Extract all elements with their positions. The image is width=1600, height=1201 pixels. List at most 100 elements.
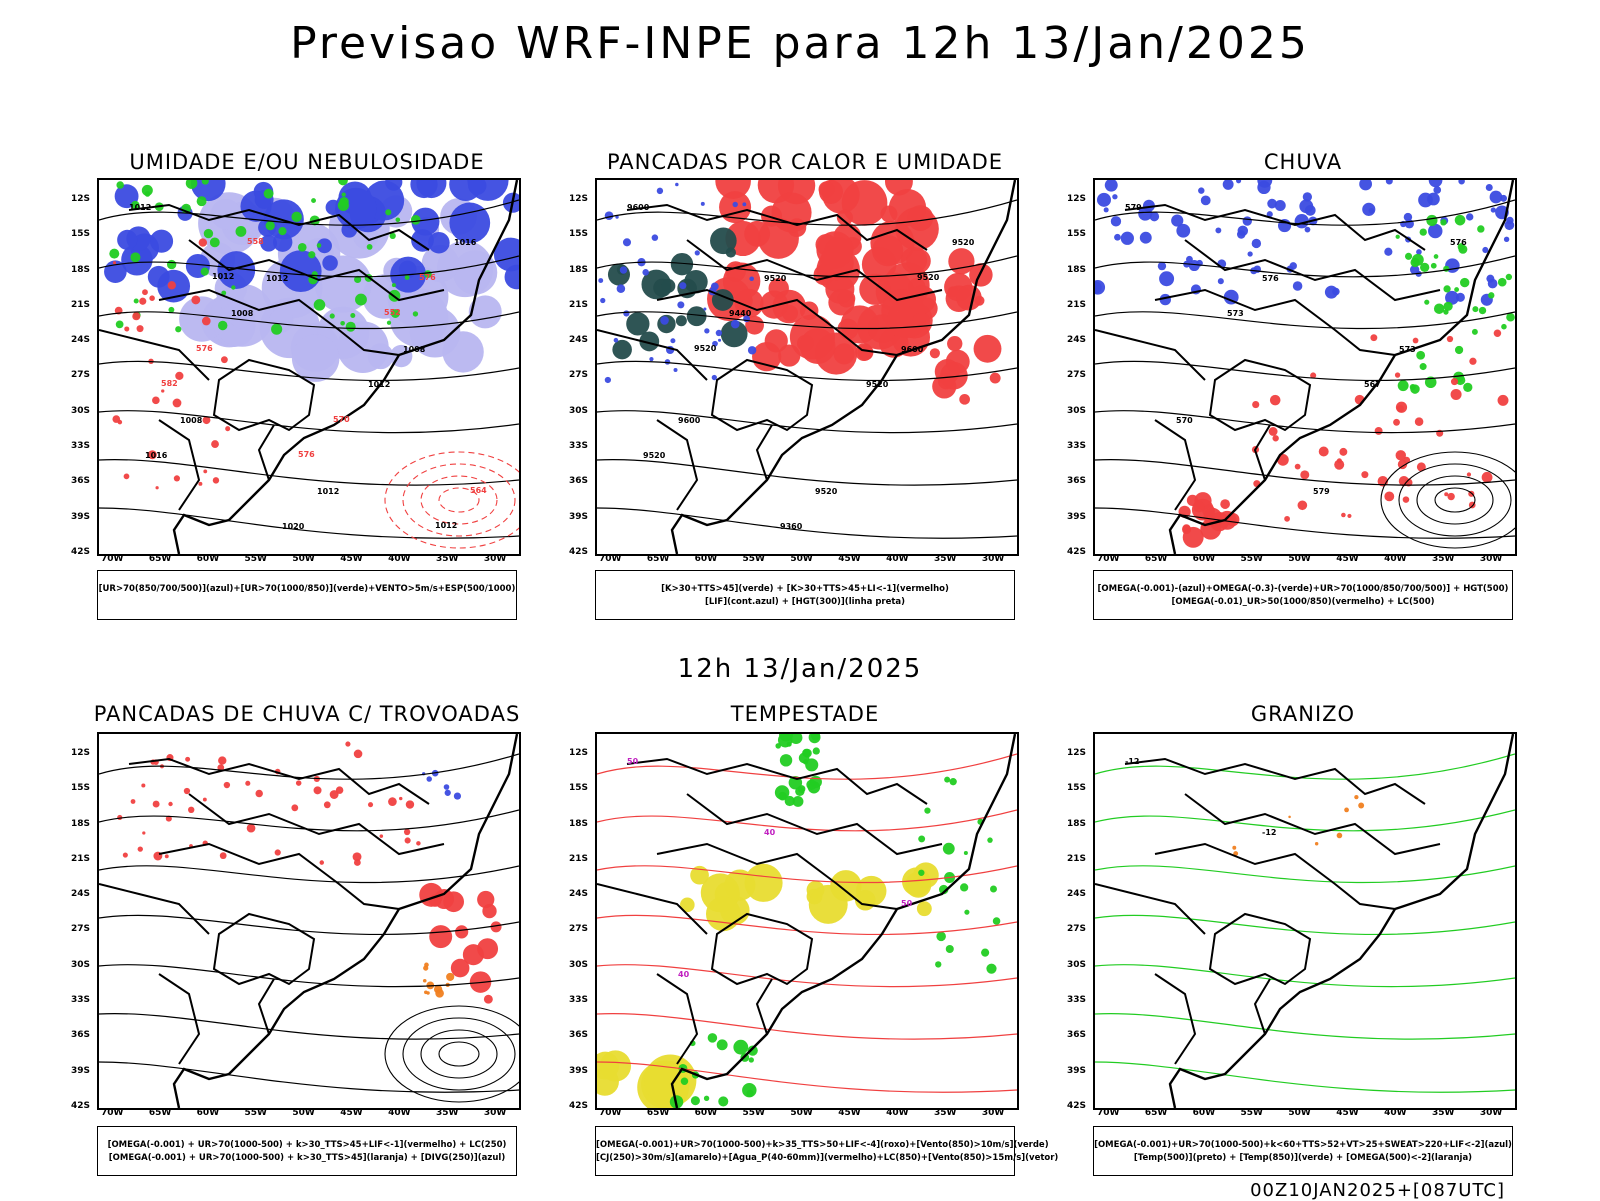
- omega-500-area: [1232, 845, 1237, 850]
- thunderstorm-area: [455, 925, 469, 939]
- thickness-contour: [124, 326, 130, 332]
- coastline: [1168, 180, 1515, 554]
- lat-tick-label: 36S: [1067, 1030, 1087, 1041]
- lat-tick-label: 36S: [569, 1030, 589, 1041]
- omega-area: [1403, 212, 1413, 222]
- lon-tick-label: 65W: [1144, 1108, 1168, 1118]
- contour-line: [1095, 865, 1515, 884]
- omega-area: [1489, 190, 1503, 204]
- lon-tick-label: 40W: [886, 554, 909, 564]
- low-level-humidity: [329, 313, 335, 319]
- thunderstorm-area: [483, 994, 493, 1004]
- lon-tick-label: 70W: [598, 554, 622, 564]
- lifted-index-contour: [747, 346, 757, 355]
- contour-line: [1095, 507, 1515, 539]
- contour-line: [597, 964, 1017, 988]
- rain-area: [1466, 472, 1472, 477]
- contour-line: [1095, 1013, 1515, 1040]
- legend-umidade: [UR>70(850/700/500)](azul)+[UR>70(1000/8…: [97, 570, 517, 620]
- low-level-humidity: [231, 285, 236, 290]
- lon-tick-label: 50W: [1288, 554, 1311, 564]
- omega-500-area: [1336, 832, 1343, 839]
- instability-area: [912, 311, 931, 330]
- legend-line: [OMEGA(-0.001)+UR>70(1000-500)+k>35_TTS>…: [596, 1140, 1049, 1150]
- contour-line: [1095, 311, 1515, 330]
- lon-tick-label: 60W: [694, 1108, 718, 1118]
- low-level-humidity: [391, 283, 396, 288]
- lon-tick-label: 45W: [340, 1108, 363, 1118]
- low-level-humidity: [345, 321, 356, 332]
- state-border: [597, 329, 708, 381]
- lat-tick-label: 39S: [569, 511, 589, 522]
- panel-title-pancadas-trovoadas: PANCADAS DE CHUVA C/ TROVOADAS: [93, 702, 521, 726]
- humidity-area: [210, 198, 242, 230]
- omega-area: [1110, 216, 1122, 227]
- mid-date-label: 12h 13/Jan/2025: [677, 654, 923, 684]
- omega-strong-area: [1497, 277, 1507, 287]
- lifted-index-contour: [600, 297, 606, 304]
- lat-tick-label: 21S: [71, 299, 91, 310]
- lon-tick-label: 45W: [1336, 1108, 1359, 1118]
- omega-area: [1157, 261, 1167, 271]
- omega-area: [1433, 186, 1442, 194]
- lon-tick-label: 65W: [1144, 554, 1168, 564]
- jet-stream-area: [916, 901, 932, 917]
- legend-tempestade: [OMEGA(-0.001)+UR>70(1000-500)+k>35_TTS>…: [595, 1126, 1058, 1176]
- lat-tick-label: 30S: [71, 959, 91, 970]
- low-level-humidity: [404, 275, 410, 280]
- humidity-instability-area: [661, 278, 676, 293]
- low-level-humidity: [354, 275, 362, 283]
- omega-area: [1418, 192, 1433, 208]
- omega-area: [1445, 290, 1459, 305]
- lat-tick-label: 42S: [1067, 546, 1087, 557]
- thunderstorm-area: [404, 837, 411, 844]
- lifted-index-contour: [622, 238, 632, 247]
- thunderstorm-area: [403, 828, 411, 836]
- omega-area: [1385, 180, 1393, 185]
- contour-line: [597, 809, 1017, 832]
- contour-line: [1095, 255, 1515, 278]
- contour-label: 576: [1262, 274, 1279, 283]
- rain-area: [1469, 357, 1477, 365]
- lat-tick-label: 24S: [1067, 335, 1087, 346]
- humidity-high-area: [147, 265, 170, 288]
- contour-line: [597, 255, 1017, 278]
- closed-contour: [1380, 451, 1515, 549]
- omega-strong-area: [1410, 257, 1420, 268]
- thunderstorm-area: [223, 781, 231, 789]
- wind-850-area: [703, 1095, 710, 1102]
- instability-area: [816, 231, 854, 269]
- humidity-high-area: [279, 250, 322, 293]
- lon-tick-label: 70W: [1096, 554, 1120, 564]
- state-border: [212, 358, 316, 432]
- lat-tick-label: 33S: [569, 440, 589, 451]
- rain-area: [1394, 372, 1401, 378]
- omega-area: [1266, 211, 1273, 218]
- lat-tick-label: 36S: [569, 476, 589, 487]
- lon-tick-label: 35W: [1431, 554, 1455, 564]
- wind-850-area: [918, 869, 925, 876]
- contour-line: [1095, 199, 1515, 226]
- omega-area: [1466, 213, 1474, 221]
- lon-tick-label: 70W: [1096, 1108, 1120, 1118]
- thunderstorm-area: [246, 823, 256, 833]
- contour-label: 576: [196, 344, 213, 353]
- state-border: [158, 288, 400, 356]
- lon-tick-label: 70W: [598, 1108, 622, 1118]
- omega-area: [1404, 219, 1414, 229]
- thunderstorm-area: [142, 831, 146, 835]
- contour-line: [597, 1013, 1017, 1040]
- thickness-contour: [112, 261, 117, 265]
- contour-label: 552: [384, 308, 401, 317]
- coastline: [670, 734, 1017, 1108]
- lat-tick-label: 21S: [1067, 299, 1087, 310]
- lat-tick-label: 33S: [1067, 994, 1087, 1005]
- thickness-contour: [198, 481, 203, 486]
- low-level-humidity: [341, 192, 346, 197]
- omega-area: [1103, 207, 1109, 213]
- thunderstorm-area: [183, 787, 191, 795]
- contour-line: [99, 809, 519, 832]
- wind-850-area: [718, 1096, 729, 1107]
- instability-area: [989, 372, 1001, 384]
- state-border: [188, 793, 445, 856]
